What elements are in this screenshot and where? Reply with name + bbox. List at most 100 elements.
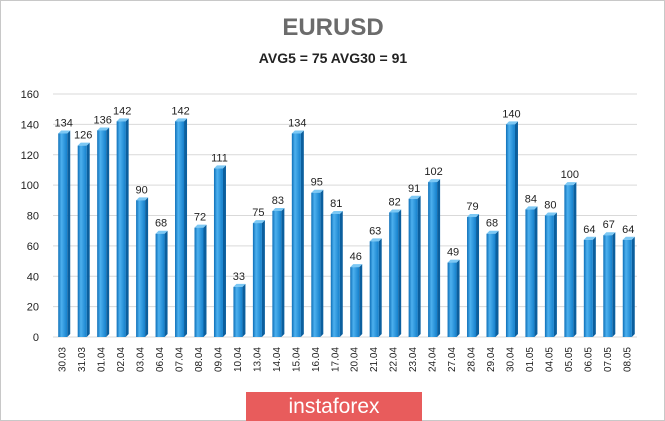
x-tick-label: 27.04 [447, 347, 458, 372]
bars [58, 118, 635, 338]
data-label: 111 [211, 152, 228, 164]
bar [116, 118, 129, 338]
x-tick-label: 10.04 [233, 347, 244, 372]
y-tick-label: 40 [27, 271, 39, 283]
x-tick-label: 23.04 [408, 347, 419, 372]
y-tick-label: 160 [21, 89, 39, 101]
bar [291, 130, 304, 337]
x-tick-label: 14.04 [272, 347, 283, 372]
bar [583, 236, 596, 337]
data-label: 90 [135, 184, 147, 196]
bar [311, 189, 324, 337]
data-label: 95 [311, 177, 323, 189]
data-label: 82 [389, 196, 401, 208]
bar [175, 118, 188, 338]
bar [77, 142, 90, 337]
y-tick-label: 60 [27, 241, 39, 253]
bar [603, 232, 616, 337]
x-tick-label: 02.04 [116, 347, 127, 372]
x-tick-label: 20.04 [350, 347, 361, 372]
instaforex-watermark: instaforex [246, 392, 422, 421]
y-tick-label: 140 [21, 119, 39, 131]
x-tick-label: 08.05 [622, 347, 633, 372]
bar [194, 224, 207, 337]
y-axis-ticks: 0 20 40 60 80 100 120 140 160 [21, 89, 39, 344]
data-labels: 1341261361429068142721113375831349581466… [55, 105, 635, 283]
data-label: 68 [155, 218, 167, 230]
data-label: 84 [525, 193, 537, 205]
x-tick-label: 22.04 [389, 347, 400, 372]
bar [525, 206, 538, 337]
bar [233, 283, 246, 337]
x-tick-label: 05.05 [564, 347, 575, 372]
chart-subtitle: AVG5 = 75 AVG30 = 91 [259, 50, 408, 66]
bar [136, 197, 149, 337]
x-tick-label: 28.04 [467, 347, 478, 372]
bar [330, 210, 343, 337]
bar [564, 182, 577, 337]
data-label: 72 [194, 212, 206, 224]
data-label: 142 [113, 105, 131, 117]
x-tick-label: 01.04 [97, 347, 108, 372]
data-label: 33 [233, 271, 245, 283]
data-label: 63 [369, 225, 381, 237]
x-axis-ticks: 30.03 31.03 01.04 02.04 03.04 06.04 07.04 08.04… [58, 347, 634, 372]
x-tick-label: 15.04 [291, 347, 302, 372]
data-label: 81 [330, 198, 342, 210]
data-label: 79 [466, 201, 478, 213]
x-tick-label: 30.04 [505, 347, 516, 372]
x-tick-label: 07.04 [175, 347, 186, 372]
data-label: 100 [561, 169, 579, 181]
y-tick-label: 100 [21, 180, 39, 192]
y-tick-label: 20 [27, 302, 39, 314]
data-label: 49 [447, 247, 459, 259]
bar [389, 209, 402, 337]
data-label: 68 [486, 218, 498, 230]
chart-title: EURUSD [282, 14, 383, 41]
gridlines [53, 93, 637, 338]
bar [467, 214, 480, 337]
data-label: 46 [350, 251, 362, 263]
data-label: 140 [502, 108, 520, 120]
data-label: 91 [408, 183, 420, 195]
data-label: 83 [272, 195, 284, 207]
x-tick-label: 17.04 [330, 347, 341, 372]
x-tick-label: 04.05 [544, 347, 555, 372]
bar [272, 207, 285, 337]
x-tick-label: 30.03 [58, 347, 69, 372]
x-tick-label: 01.05 [525, 347, 536, 372]
bar [155, 230, 168, 337]
x-tick-label: 16.04 [311, 347, 322, 372]
bar [447, 259, 460, 337]
bar [213, 165, 226, 337]
data-label: 134 [55, 117, 73, 129]
y-tick-label: 0 [33, 332, 39, 344]
x-tick-label: 21.04 [369, 347, 380, 372]
x-tick-label: 13.04 [252, 347, 263, 372]
bar [486, 230, 499, 337]
data-label: 64 [622, 224, 634, 236]
data-label: 80 [544, 200, 556, 212]
data-label: 126 [74, 130, 92, 142]
x-tick-label: 03.04 [136, 347, 147, 372]
x-tick-label: 09.04 [213, 347, 224, 372]
bar [505, 121, 518, 337]
x-tick-label: 29.04 [486, 347, 497, 372]
bar [58, 130, 71, 337]
x-tick-label: 08.04 [194, 347, 205, 372]
bar [622, 236, 635, 337]
data-label: 142 [171, 105, 189, 117]
bar [408, 195, 421, 337]
data-label: 134 [288, 117, 306, 129]
bar [97, 127, 110, 337]
bar [369, 238, 382, 337]
bar [544, 212, 557, 337]
bar [350, 264, 363, 337]
data-label: 67 [603, 219, 615, 231]
bar [252, 220, 265, 337]
x-tick-label: 06.05 [583, 347, 594, 372]
bar [428, 179, 441, 337]
data-label: 136 [93, 114, 111, 126]
